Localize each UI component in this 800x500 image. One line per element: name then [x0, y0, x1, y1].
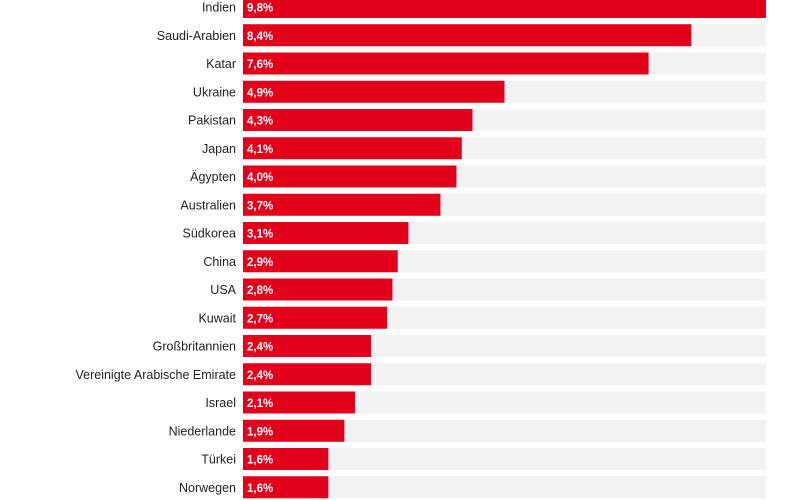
bar-track [243, 448, 766, 470]
bar [243, 335, 372, 357]
category-label: USA [210, 283, 236, 297]
value-label: 1,9% [247, 426, 273, 438]
category-label: Großbritannien [153, 340, 236, 354]
value-label: 2,7% [247, 313, 273, 325]
bar-row: Katar 7,6% [206, 52, 766, 75]
bar-row: USA 2,8% [210, 278, 766, 301]
value-label: 2,9% [247, 257, 273, 269]
bar-track [243, 476, 766, 499]
bar [243, 165, 457, 188]
category-label: Katar [206, 57, 236, 71]
category-label: Kuwait [198, 311, 236, 325]
bar [243, 137, 462, 160]
bar [243, 250, 398, 273]
bar-row: Südkorea 3,1% [182, 222, 766, 244]
bar [243, 222, 409, 244]
bar [243, 306, 388, 329]
bar [243, 363, 372, 386]
bar-row: Vereinigte Arabische Emirate 2,4% [75, 363, 766, 386]
bar-row: Ukraine 4,9% [193, 80, 766, 103]
value-label: 1,6% [247, 455, 273, 467]
value-label: 3,1% [247, 229, 273, 241]
category-label: Türkei [201, 453, 236, 467]
category-label: Pakistan [188, 114, 236, 128]
value-label: 4,9% [247, 87, 273, 99]
category-label: Ukraine [193, 85, 236, 99]
bar-row: China 2,9% [203, 250, 766, 273]
bar [243, 476, 329, 499]
bar-row: Norwegen 1,6% [179, 476, 766, 499]
bar-row: Saudi-Arabien 8,4% [157, 24, 766, 47]
bar-row: Japan 4,1% [202, 137, 766, 160]
bar-track [243, 391, 766, 414]
category-label: Niederlande [169, 424, 236, 438]
bar [243, 24, 692, 47]
value-label: 4,0% [247, 172, 273, 184]
value-label: 4,3% [247, 116, 273, 128]
bar [243, 0, 766, 18]
bar-row: Indien 9,8% [202, 0, 766, 18]
category-label: Südkorea [182, 227, 236, 241]
bar [243, 419, 345, 442]
bar [243, 80, 505, 103]
bar-row: Australien 3,7% [180, 193, 766, 216]
category-label: Ägypten [190, 170, 236, 184]
bar-row: Großbritannien 2,4% [153, 335, 766, 357]
bar-row: Israel 2,1% [205, 391, 766, 414]
category-label: Israel [205, 396, 236, 410]
value-label: 2,4% [247, 370, 273, 382]
bar-row: Pakistan 4,3% [188, 109, 766, 131]
value-label: 2,4% [247, 342, 273, 354]
category-label: Australien [180, 198, 236, 212]
value-label: 2,8% [247, 285, 273, 297]
category-label: Indien [202, 1, 236, 15]
bar-row: Ägypten 4,0% [190, 165, 766, 188]
bar-track [243, 363, 766, 386]
category-label: China [203, 255, 236, 269]
bar-row: Kuwait 2,7% [198, 306, 766, 329]
value-label: 4,1% [247, 144, 273, 156]
value-label: 3,7% [247, 200, 273, 212]
category-label: Norwegen [179, 481, 236, 495]
bar [243, 391, 356, 414]
bar [243, 193, 441, 216]
bar [243, 278, 393, 301]
bar-track [243, 419, 766, 442]
value-label: 1,6% [247, 483, 273, 495]
value-label: 9,8% [247, 3, 273, 15]
bar-row: Türkei 1,6% [201, 448, 766, 470]
category-label: Vereinigte Arabische Emirate [75, 368, 236, 382]
bar-row: Niederlande 1,9% [169, 419, 766, 442]
category-label: Japan [202, 142, 236, 156]
category-label: Saudi-Arabien [157, 29, 236, 43]
bar [243, 109, 473, 131]
value-label: 8,4% [247, 31, 273, 43]
bar [243, 52, 649, 75]
value-label: 2,1% [247, 398, 273, 410]
value-label: 7,6% [247, 59, 273, 71]
bar-track [243, 335, 766, 357]
bar [243, 448, 329, 470]
